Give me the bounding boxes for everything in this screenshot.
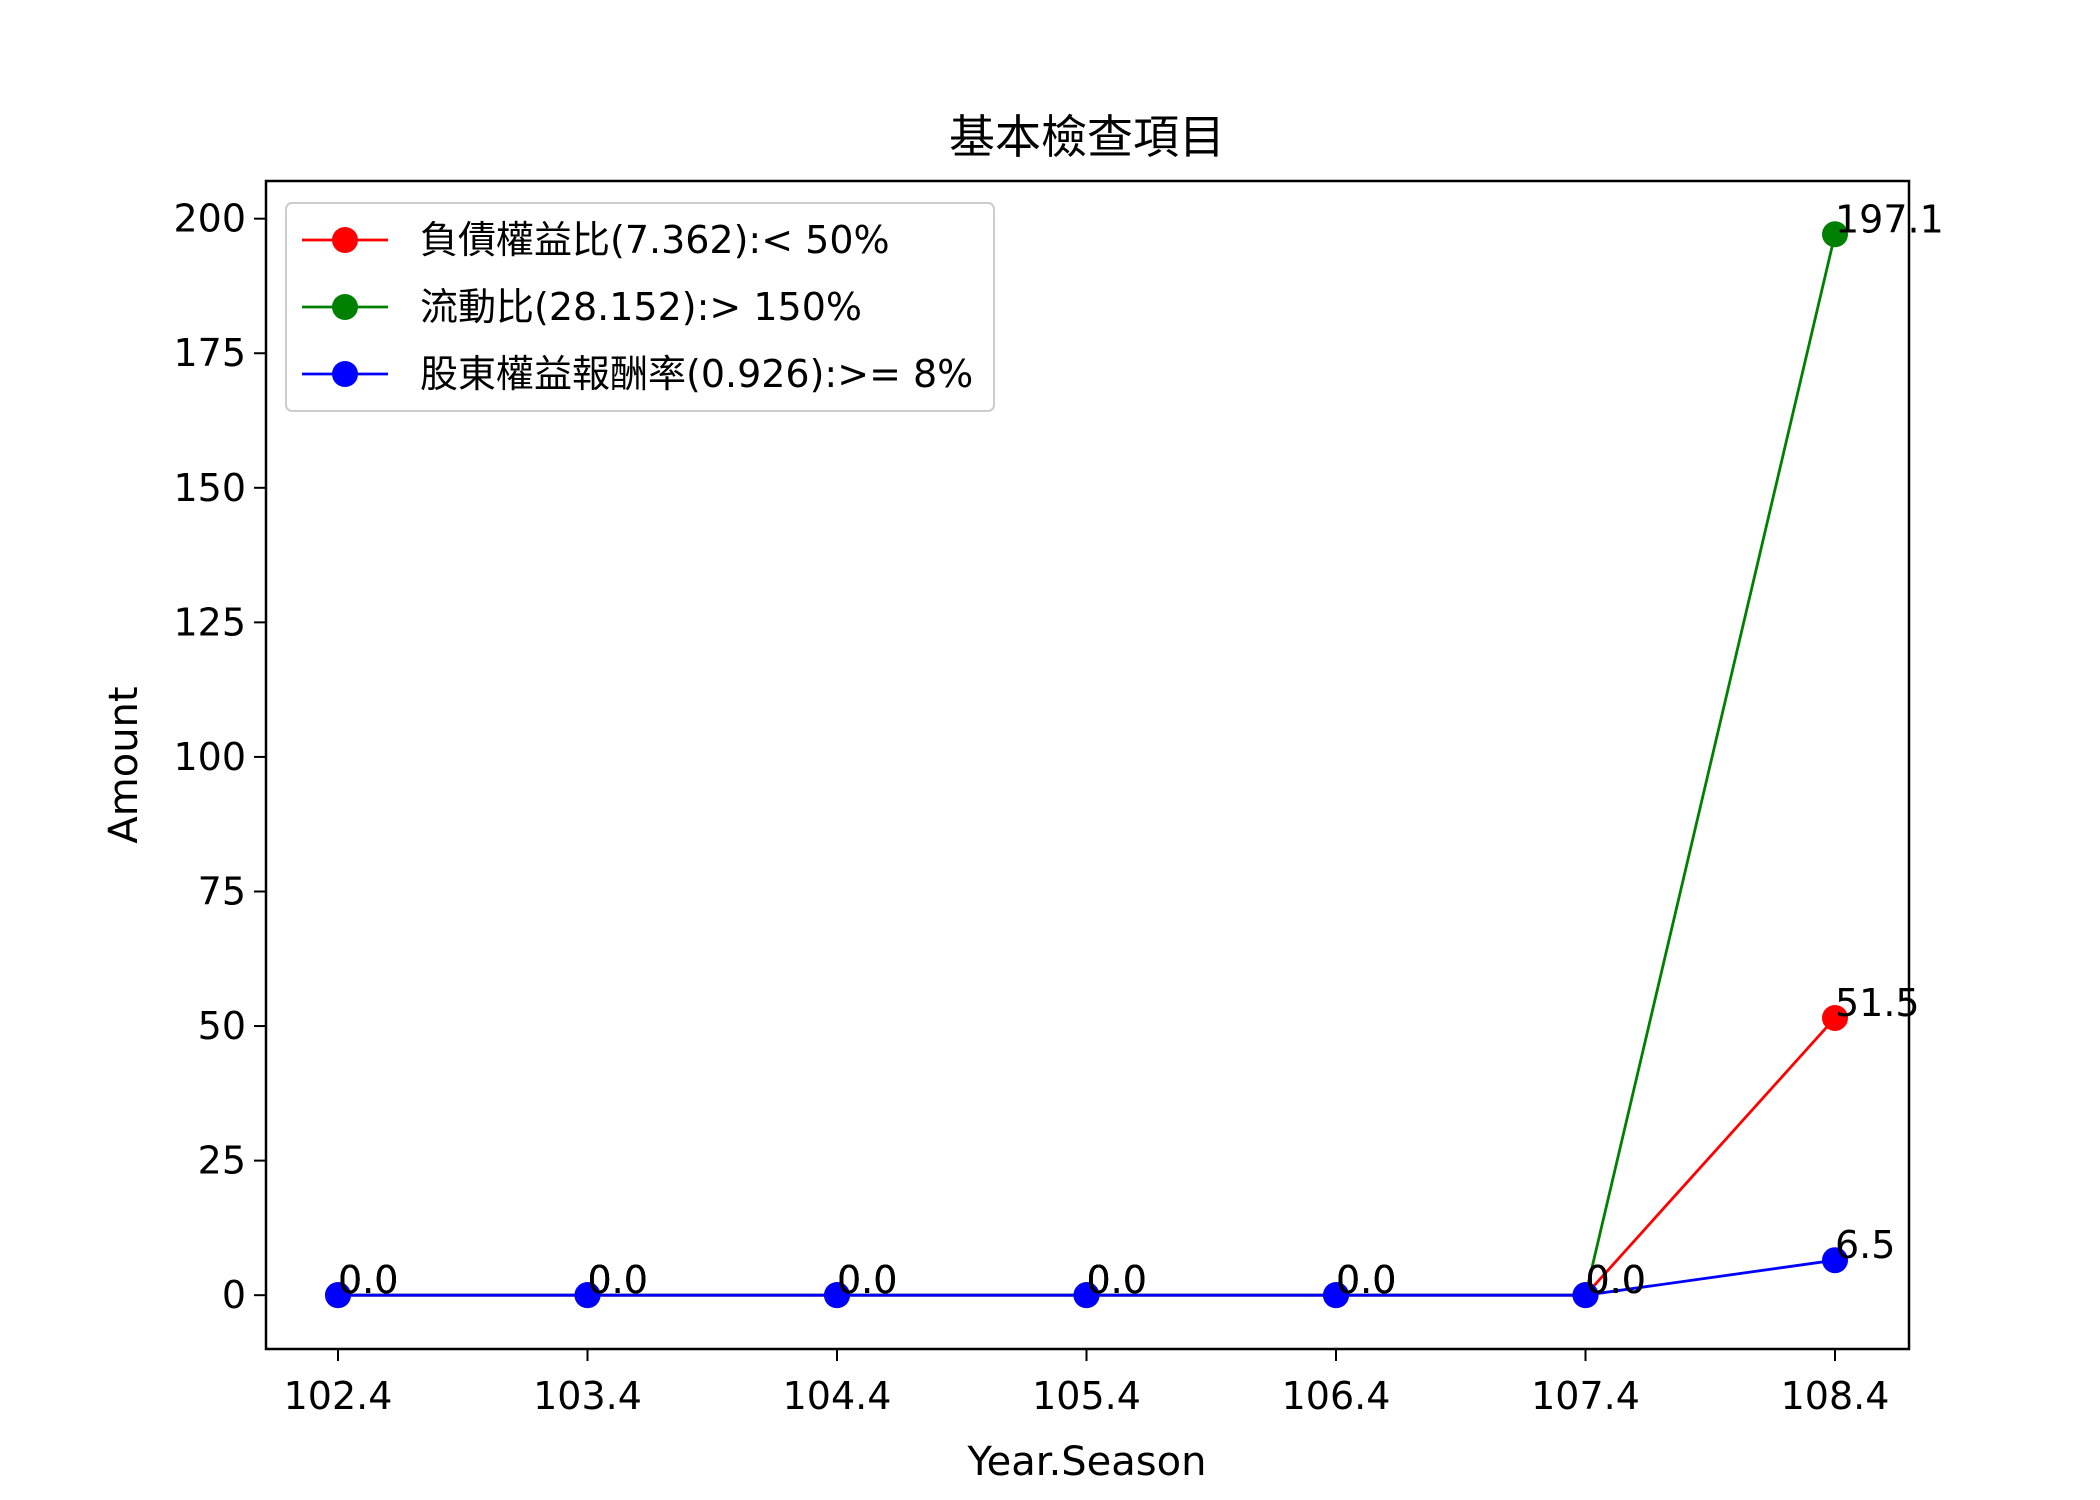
- data-label: 0.0: [837, 1258, 897, 1302]
- x-tick-label: 105.4: [1032, 1374, 1141, 1418]
- data-point: [1822, 1004, 1848, 1031]
- series-line-0: [338, 1017, 1837, 1297]
- y-tick-label: 150: [173, 466, 246, 510]
- y-axis-title: Amount: [101, 686, 147, 843]
- x-tick-label: 102.4: [284, 1374, 393, 1418]
- legend-marker: [332, 227, 358, 253]
- y-tick-label: 175: [173, 331, 246, 375]
- data-labels: 0.0 0.0 0.0 0.0 0.0 0.051.50.0 0.0 0.0 0.0 0.0 0.0…: [338, 197, 1944, 1302]
- data-point: [1323, 1282, 1349, 1309]
- data-label: 0.0: [1087, 1258, 1147, 1302]
- y-tick-label: 125: [173, 600, 246, 644]
- data-label: 51.5: [1835, 981, 1920, 1025]
- data-label: 0.0: [1586, 1258, 1646, 1302]
- data-label: 0.0: [1336, 1258, 1396, 1302]
- data-label: 0.0: [1087, 1258, 1147, 1302]
- y-tick-label: 50: [198, 1004, 246, 1048]
- x-tick-label: 108.4: [1781, 1374, 1890, 1418]
- data-label: 0.0: [588, 1258, 648, 1302]
- legend-label: 流動比(28.152):> 150%: [420, 285, 862, 329]
- data-point: [1073, 1282, 1100, 1309]
- data-point: [574, 1282, 601, 1309]
- data-point: [1822, 221, 1848, 248]
- data-label: 0.0: [837, 1258, 897, 1302]
- y-tick-label: 100: [173, 735, 246, 779]
- legend-label: 股東權益報酬率(0.926):>= 8%: [420, 352, 973, 396]
- x-tick-label: 104.4: [783, 1374, 892, 1418]
- data-label: 0.0: [1586, 1258, 1646, 1302]
- data-label: 197.1: [1835, 197, 1944, 241]
- legend: 負債權益比(7.362):< 50% 流動比(28.152):> 150% 股東權益…: [285, 202, 995, 412]
- data-point: [325, 1282, 351, 1309]
- legend-box: [285, 202, 995, 412]
- data-label: 0.0: [588, 1258, 648, 1302]
- y-axis: 0 25 50 75 100 125 150 175 200: [173, 197, 266, 1317]
- x-tick-label: 103.4: [533, 1374, 642, 1418]
- data-point: [1822, 1247, 1848, 1274]
- x-axis: 102.4 103.4 104.4 105.4 106.4 107.4 108.4: [284, 1349, 1890, 1418]
- data-label: 0.0: [837, 1258, 897, 1302]
- legend-marker: [332, 294, 358, 320]
- y-tick-label: 0: [222, 1273, 246, 1317]
- x-tick-label: 106.4: [1282, 1374, 1391, 1418]
- x-tick-label: 107.4: [1531, 1374, 1640, 1418]
- data-label: 0.0: [338, 1258, 398, 1302]
- data-point: [824, 1282, 850, 1309]
- y-tick-label: 75: [198, 869, 246, 913]
- data-label: 0.0: [1087, 1258, 1147, 1302]
- series-layer: [325, 221, 1848, 1309]
- y-tick-label: 25: [198, 1139, 246, 1183]
- data-label: 0.0: [1336, 1258, 1396, 1302]
- chart-title: 基本檢查項目: [949, 110, 1225, 164]
- data-label: 0.0: [1586, 1258, 1646, 1302]
- data-label: 0.0: [588, 1258, 648, 1302]
- data-label: 0.0: [1336, 1258, 1396, 1302]
- legend-marker: [332, 361, 358, 387]
- data-label: 6.5: [1835, 1223, 1895, 1267]
- x-axis-title: Year.Season: [967, 1439, 1207, 1485]
- y-tick-label: 200: [173, 197, 246, 241]
- data-label: 0.0: [338, 1258, 398, 1302]
- legend-label: 負債權益比(7.362):< 50%: [420, 218, 890, 262]
- data-label: 0.0: [338, 1258, 398, 1302]
- data-point: [1572, 1282, 1599, 1309]
